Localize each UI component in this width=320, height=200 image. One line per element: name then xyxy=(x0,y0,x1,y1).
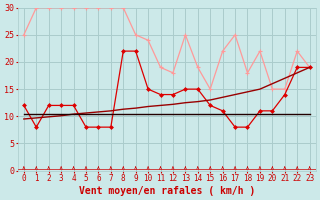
X-axis label: Vent moyen/en rafales ( km/h ): Vent moyen/en rafales ( km/h ) xyxy=(79,186,255,196)
